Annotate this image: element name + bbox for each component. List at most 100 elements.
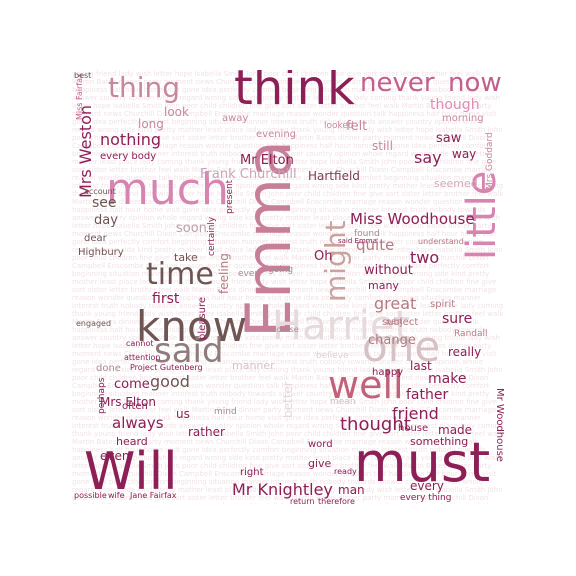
word-us: us	[176, 407, 190, 421]
word-highbury: Highbury	[78, 247, 124, 258]
word-away: away	[222, 113, 249, 124]
word-certainly: certainly	[207, 216, 217, 256]
word-found: found	[354, 229, 380, 239]
word-said-emma: said Emma	[338, 237, 377, 245]
word-right: right	[240, 467, 264, 478]
word-now: now	[448, 70, 502, 98]
word-every-thing: every thing	[400, 493, 452, 503]
word-last: last	[410, 359, 432, 373]
word-word: word	[308, 439, 333, 450]
word-though: though	[430, 97, 480, 113]
word-mr-woodhouse: Mr Woodhouse	[494, 388, 504, 462]
word-understand: understand	[418, 237, 464, 246]
word-morning: morning	[442, 113, 484, 124]
word-randall: Randall	[454, 329, 488, 339]
word-friend: friend	[392, 404, 439, 423]
word-harriet: Harriet	[272, 303, 411, 349]
word-think: think	[234, 70, 355, 116]
word-saw: saw	[436, 131, 462, 146]
word-account: account	[84, 187, 116, 196]
word-project-gutenberg: Project Gutenberg	[130, 363, 203, 372]
word-felt: felt	[346, 119, 368, 134]
word-mind: mind	[214, 407, 237, 417]
word-best: best	[74, 71, 92, 80]
word-first: first	[152, 291, 180, 307]
word-nothing: nothing	[100, 130, 162, 149]
word-father: father	[406, 387, 449, 403]
word-every: every	[410, 479, 444, 493]
word-often: often	[122, 401, 148, 412]
word-wife: wife	[108, 491, 125, 500]
word-take: take	[174, 251, 198, 264]
word-part: part	[386, 317, 403, 326]
word-feeling: feeling	[217, 253, 231, 294]
word-jane-fairfax: Jane Fairfax	[130, 491, 177, 500]
word-sure: sure	[442, 311, 473, 327]
word-heard: heard	[116, 435, 148, 448]
word-really: really	[448, 345, 482, 359]
word-made: made	[438, 423, 473, 437]
word-spirit: spirit	[430, 299, 456, 310]
word-long: long	[138, 117, 164, 131]
word-much: much	[106, 164, 229, 215]
word-still: still	[372, 139, 393, 153]
word-return: return	[290, 497, 315, 505]
word-said: said	[154, 331, 224, 371]
word-cannot: cannot	[126, 339, 154, 348]
word-rather: rather	[188, 425, 225, 439]
word-thought: thought	[340, 414, 411, 435]
word-mr-knightley: Mr Knightley	[232, 480, 333, 499]
word-one: one	[362, 322, 441, 371]
background-word-texture: young friend lady wish letter hope Isabe…	[72, 70, 504, 504]
word-going: going	[268, 265, 294, 275]
word-miss-woodhouse: Miss Woodhouse	[350, 210, 475, 228]
word-even: even	[100, 449, 130, 463]
word-miss-fairfax: Miss Fairfax	[75, 73, 84, 120]
word-will: Will	[84, 442, 178, 502]
word-possible: possible	[74, 491, 107, 500]
word-attention: attention	[124, 353, 161, 362]
word-done: done	[96, 363, 121, 374]
word-pleasure: pleasure	[197, 297, 208, 340]
word-many: many	[368, 279, 399, 292]
word-good: good	[150, 372, 190, 391]
word-without: without	[364, 263, 413, 278]
word-engaged: engaged	[76, 319, 112, 328]
word-two: two	[410, 248, 440, 267]
word-ready: ready	[334, 467, 357, 476]
word-every-body: every body	[100, 151, 157, 162]
word-always: always	[112, 414, 164, 432]
word-never: never	[360, 70, 435, 98]
word-great: great	[374, 294, 417, 313]
word-believe: believe	[316, 351, 349, 361]
word-mr-elton: Mr Elton	[240, 153, 294, 168]
word-something: something	[410, 435, 469, 448]
word-soon: soon	[176, 221, 207, 236]
word-seemed: seemed	[434, 177, 478, 190]
word-mean: mean	[330, 397, 356, 407]
word-time: time	[146, 257, 214, 292]
word-change: change	[368, 333, 416, 348]
word-manner: manner	[232, 359, 275, 372]
word-looked: looked	[324, 121, 354, 131]
word-way: way	[452, 147, 477, 161]
word-mrs-goddard: Mrs Goddard	[485, 132, 495, 190]
word-dear: dear	[84, 233, 107, 244]
word-happy: happy	[372, 367, 404, 378]
word-perhaps: perhaps	[97, 377, 107, 414]
word-quite: quite	[356, 236, 395, 254]
word-present: present	[225, 179, 235, 214]
word-hartfield: Hartfield	[308, 169, 360, 183]
word-subject: subject	[382, 317, 419, 328]
word-oh: Oh	[314, 249, 333, 264]
word-better: better	[281, 381, 295, 418]
word-evening: evening	[256, 129, 297, 140]
word-cloud: young friend lady wish letter hope Isabe…	[72, 70, 504, 504]
word-see: see	[92, 195, 117, 211]
word-must: must	[354, 431, 491, 494]
word-man: man	[338, 483, 365, 497]
word-thing: thing	[108, 71, 181, 104]
word-house: house	[398, 423, 429, 434]
word-know: know	[136, 302, 247, 351]
word-well: well	[328, 363, 404, 407]
